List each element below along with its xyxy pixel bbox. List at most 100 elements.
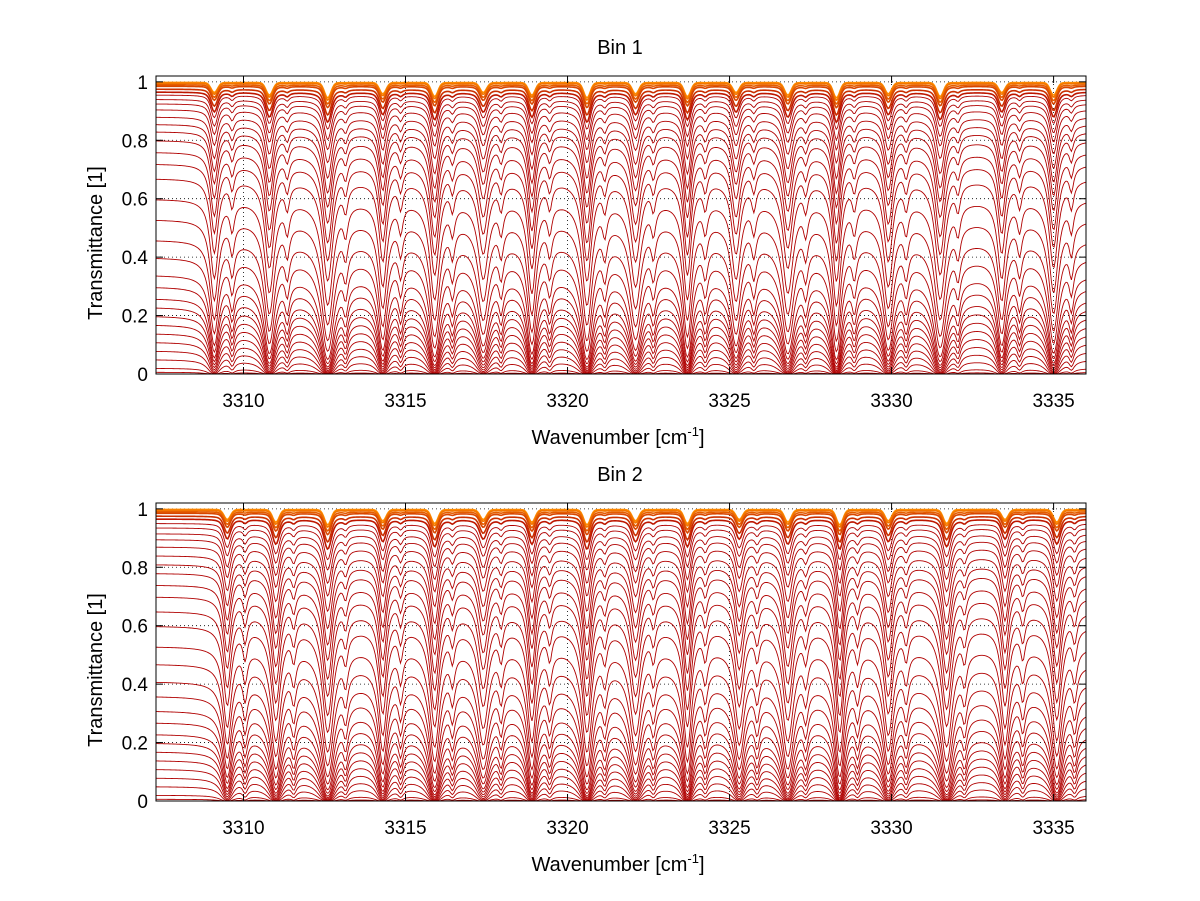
y-tick-label: 0.2	[122, 307, 148, 328]
x-axis-label-text: Wavenumber [cm	[531, 854, 687, 876]
series-line	[156, 131, 1086, 210]
x-tick-label: 3335	[1032, 818, 1074, 839]
series-line	[156, 88, 1086, 117]
series-line	[156, 240, 1086, 343]
series-line	[156, 325, 1086, 373]
y-tick-label: 0	[137, 365, 148, 386]
series-line	[156, 359, 1086, 374]
series-line	[156, 307, 1086, 370]
series-line	[156, 94, 1086, 131]
series-line	[156, 734, 1086, 797]
y-ticks: 0 0.2 0.4 0.6 0.8 1	[122, 73, 1086, 386]
series-line	[156, 711, 1086, 791]
y-tick-label: 0.4	[122, 675, 149, 696]
series-line	[156, 109, 1086, 165]
x-tick-label: 3325	[708, 391, 750, 412]
x-tick-label: 3320	[546, 391, 588, 412]
y-tick-label: 1	[137, 500, 148, 521]
series-line	[156, 368, 1086, 374]
series-line	[156, 99, 1086, 141]
series-line	[156, 696, 1086, 785]
series-group	[156, 508, 1086, 801]
series-line	[156, 287, 1086, 365]
series-line	[156, 298, 1086, 368]
series-line	[156, 199, 1086, 308]
series-line	[156, 760, 1086, 801]
series-line	[156, 350, 1086, 374]
series-line	[156, 342, 1086, 374]
series-line	[156, 81, 1086, 99]
y-tick-label: 0.4	[122, 248, 149, 269]
x-tick-label: 3330	[870, 818, 912, 839]
series-line	[156, 798, 1086, 801]
series-group	[156, 81, 1086, 374]
chart-title: Bin 2	[597, 464, 643, 486]
series-line	[156, 509, 1086, 529]
series-line	[156, 585, 1086, 681]
series-line	[156, 527, 1086, 571]
x-ticks: 3310 3315 3320 3325 3330 3335	[222, 76, 1075, 412]
x-axis-label: Wavenumber [cm-1]	[531, 424, 704, 449]
series-line	[156, 555, 1086, 630]
y-tick-label: 0.8	[122, 558, 148, 579]
y-tick-label: 0	[137, 792, 148, 813]
series-line	[156, 794, 1086, 801]
series-line	[156, 152, 1086, 244]
y-tick-label: 0.2	[122, 734, 148, 755]
x-axis-label-suffix: ]	[699, 427, 705, 449]
series-line	[156, 258, 1086, 353]
series-line	[156, 511, 1086, 532]
series-line	[156, 508, 1086, 526]
chart-title: Bin 1	[597, 37, 643, 59]
x-tick-label: 3335	[1032, 391, 1074, 412]
series-line	[156, 786, 1086, 801]
y-axis-label: Transmittance [1]	[85, 166, 107, 320]
series-line	[156, 564, 1086, 646]
axes-frame	[155, 502, 1087, 802]
series-line	[156, 626, 1086, 734]
series-line	[156, 178, 1086, 282]
y-axis-label: Transmittance [1]	[85, 593, 107, 747]
x-tick-label: 3315	[384, 391, 426, 412]
series-line	[156, 533, 1086, 584]
series-line	[156, 769, 1086, 801]
series-line	[156, 646, 1086, 753]
series-line	[156, 546, 1086, 613]
series-line	[156, 751, 1086, 800]
x-axis-label-superscript: -1	[687, 851, 699, 866]
y-tick-label: 0.8	[122, 131, 148, 152]
series-line	[156, 85, 1086, 109]
y-tick-label: 1	[137, 73, 148, 94]
series-line	[156, 316, 1086, 372]
subplot-bin-2: Bin 2 3310 3315 3320 3325 3330 3335 0 0.2 0.4 0.…	[85, 464, 1087, 876]
series-line	[156, 681, 1086, 778]
series-line	[156, 124, 1086, 195]
series-line	[156, 596, 1086, 698]
x-tick-label: 3330	[870, 391, 912, 412]
series-line	[156, 664, 1086, 767]
series-line	[156, 91, 1086, 124]
x-ticks: 3310 3315 3320 3325 3330 3335	[222, 503, 1075, 839]
series-line	[156, 539, 1086, 597]
series-line	[156, 140, 1086, 226]
x-axis-label-text: Wavenumber [cm	[531, 427, 687, 449]
series-line	[156, 84, 1086, 106]
series-line	[156, 82, 1086, 102]
y-ticks: 0 0.2 0.4 0.6 0.8 1	[122, 500, 1086, 813]
series-line	[156, 512, 1086, 536]
x-axis-label-superscript: -1	[687, 424, 699, 439]
x-axis-label-suffix: ]	[699, 854, 705, 876]
x-tick-label: 3315	[384, 818, 426, 839]
series-line	[156, 164, 1086, 262]
y-tick-label: 0.6	[122, 190, 148, 211]
series-line	[156, 777, 1086, 801]
x-tick-label: 3320	[546, 818, 588, 839]
subplot-bin-1: Bin 1 3310 3315 3320 3325 3330 3335 0 0.2 0.4 0.…	[85, 37, 1087, 449]
series-line	[156, 275, 1086, 361]
x-tick-label: 3325	[708, 818, 750, 839]
series-line	[156, 518, 1086, 551]
series-line	[156, 219, 1086, 327]
series-line	[156, 722, 1086, 794]
